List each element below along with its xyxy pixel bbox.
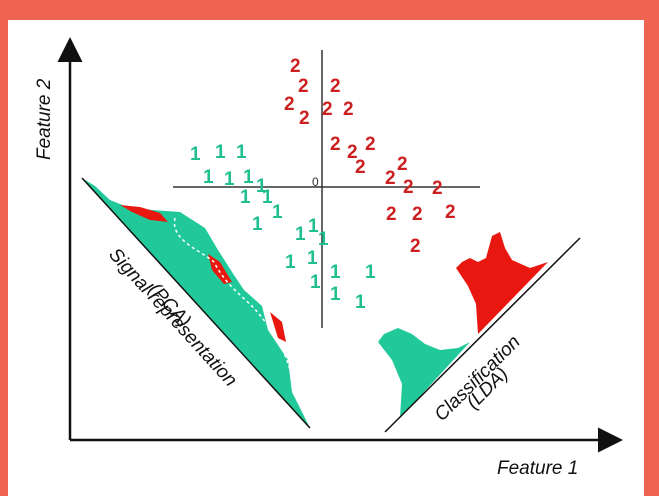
class1-point: 1: [256, 176, 267, 197]
pca-density-class2-top: [120, 205, 168, 222]
pca-overlap-curve: [173, 217, 295, 391]
class1-point: 1: [240, 187, 251, 208]
class1-point: 1: [355, 292, 366, 313]
class1-point: 1: [262, 187, 273, 208]
class1-point: 1: [190, 144, 201, 165]
class2-point: 2: [322, 99, 333, 120]
class1-point: 1: [236, 142, 247, 163]
lda-density-class2: [456, 232, 548, 334]
class2-point: 2: [403, 177, 414, 198]
class1-point: 1: [330, 262, 341, 283]
pca-projection-line: [81, 177, 311, 429]
class1-point: 1: [285, 252, 296, 273]
x-axis-label: Feature 1: [497, 458, 578, 479]
class2-point: 2: [330, 76, 341, 97]
class1-point: 1: [272, 202, 283, 223]
class1-point: 1: [307, 248, 318, 269]
class1-point: 1: [318, 229, 329, 250]
class2-point: 2: [298, 76, 309, 97]
class2-point: 2: [284, 94, 295, 115]
lda-density-class1: [378, 328, 470, 418]
pca-density-class2-low: [270, 312, 286, 342]
class1-point: 1: [365, 262, 376, 283]
class2-points: 22 222 2 22 2 22 22 2 22 2 22: [284, 56, 456, 257]
diagram-frame: [8, 20, 644, 496]
class1-point: 1: [203, 167, 214, 188]
y-axis-label: Feature 2: [34, 78, 55, 160]
class1-point: 1: [310, 272, 321, 293]
class1-point: 1: [243, 167, 254, 188]
origin-label: 0: [312, 175, 319, 189]
class2-point: 2: [412, 204, 423, 225]
class2-point: 2: [347, 142, 358, 163]
class1-point: 1: [295, 224, 306, 245]
class2-point: 2: [397, 154, 408, 175]
class2-point: 2: [290, 56, 301, 77]
class2-point: 2: [386, 204, 397, 225]
class2-point: 2: [410, 236, 421, 257]
class2-point: 2: [330, 134, 341, 155]
class1-point: 1: [215, 142, 226, 163]
class2-point: 2: [365, 134, 376, 155]
class1-point: 1: [224, 169, 235, 190]
class1-point: 1: [252, 214, 263, 235]
class1-point: 1: [330, 284, 341, 305]
class2-point: 2: [343, 99, 354, 120]
lda-projection-line: [384, 237, 581, 433]
class1-point: 1: [308, 216, 319, 237]
class2-point: 2: [385, 168, 396, 189]
class2-point: 2: [355, 157, 366, 178]
class2-point: 2: [432, 178, 443, 199]
class2-point: 2: [299, 108, 310, 129]
class2-point: 2: [445, 202, 456, 223]
